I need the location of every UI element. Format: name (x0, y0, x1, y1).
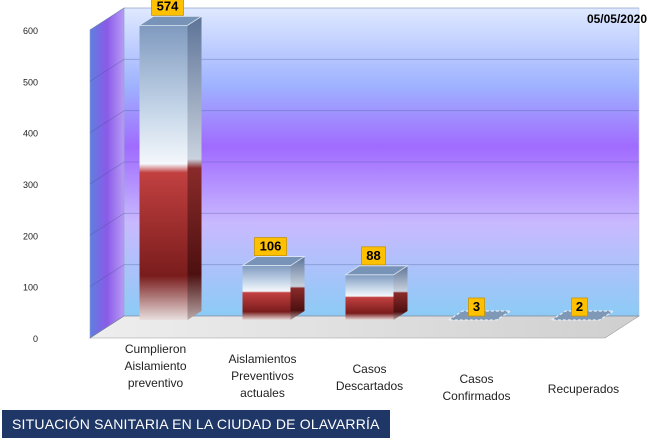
floor (88, 315, 641, 339)
data-label: 88 (366, 248, 380, 263)
bar (241, 256, 306, 320)
y-tick-label: 100 (23, 283, 38, 293)
gridline (89, 58, 639, 82)
bar-top (138, 15, 203, 26)
category-label: Aislamientos Preventivos actuales (228, 352, 297, 400)
gridline (89, 212, 639, 236)
data-label: 2 (576, 299, 583, 314)
data-label-box (361, 246, 386, 266)
gridline (89, 264, 639, 288)
data-labels: 574 106 88 3 2 (151, 0, 588, 317)
y-tick-label: 500 (23, 77, 38, 87)
bar-side (290, 256, 305, 320)
y-tick-label: 600 (23, 26, 38, 36)
gridline (89, 161, 639, 185)
data-label-box (468, 297, 485, 317)
data-label-box (151, 0, 184, 16)
data-label: 106 (260, 239, 282, 254)
bar-top (241, 256, 306, 266)
footer-title-banner: SITUACIÓN SANITARIA EN LA CIUDAD DE OLAV… (2, 410, 390, 438)
bar-side (187, 16, 202, 320)
category-label: Cumplieron Aislamiento preventivo (124, 342, 187, 390)
gridlines (89, 7, 639, 339)
bar-front (242, 265, 291, 320)
data-label: 574 (157, 0, 179, 13)
bar (138, 15, 203, 320)
gridline (89, 110, 639, 134)
bar-chart: 0 100 200 300 400 500 600 574 106 88 3 2 (23, 0, 641, 344)
y-tick-label: 0 (33, 334, 38, 344)
y-tick-label: 400 (23, 129, 38, 139)
data-label: 3 (473, 299, 480, 314)
bar (344, 265, 409, 320)
category-label: Casos Descartados (335, 362, 404, 393)
date-label: 05/05/2020 (586, 12, 647, 26)
category-label: Casos Confirmados (442, 372, 511, 403)
bar-top (344, 265, 409, 276)
bar-front (345, 274, 394, 320)
bars (138, 15, 616, 321)
y-tick-label: 200 (23, 231, 38, 241)
data-label-box (571, 297, 588, 317)
category-label: Recuperados (547, 382, 620, 396)
y-tick-label: 300 (23, 180, 38, 190)
data-label-box (254, 237, 287, 256)
gridline (89, 7, 639, 31)
chart-walls (88, 7, 641, 339)
bar-side (393, 265, 408, 320)
y-axis-ticks: 0 100 200 300 400 500 600 (23, 26, 38, 344)
bar-front (139, 25, 188, 320)
